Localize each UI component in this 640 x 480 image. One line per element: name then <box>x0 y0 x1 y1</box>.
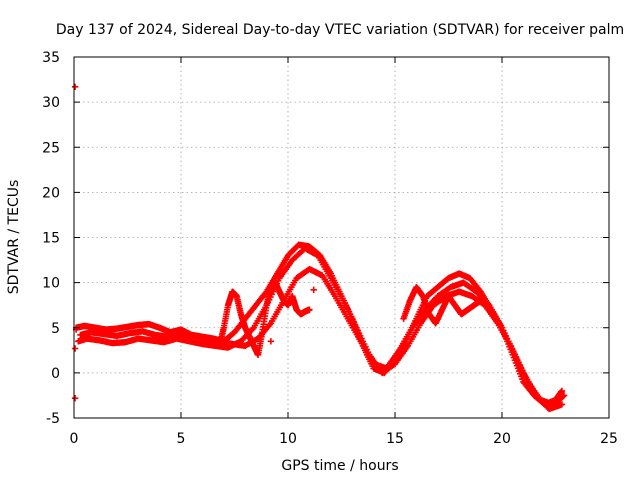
x-tick-label: 20 <box>493 431 511 447</box>
y-tick-label: 10 <box>42 276 60 292</box>
series-track-a <box>72 241 566 408</box>
data-point <box>558 387 566 395</box>
y-tick-label: 30 <box>42 95 60 111</box>
data-point <box>267 338 275 345</box>
x-axis-ticks: 0 5 10 15 20 25 <box>70 57 618 447</box>
data-point <box>560 392 568 399</box>
data-point <box>71 83 79 90</box>
data-point <box>306 306 313 313</box>
series-outliers <box>71 83 317 402</box>
y-tick-label: 5 <box>51 321 60 337</box>
x-axis-label: GPS time / hours <box>281 458 398 474</box>
series-track-c <box>77 265 568 408</box>
y-tick-label: 0 <box>51 366 60 382</box>
x-tick-label: 0 <box>70 431 79 447</box>
y-axis-ticks: -5 0 5 10 15 20 25 30 35 <box>42 50 609 427</box>
x-tick-label: 15 <box>386 431 404 447</box>
x-tick-label: 10 <box>279 431 297 447</box>
chart-title: Day 137 of 2024, Sidereal Day-to-day VTE… <box>56 22 624 38</box>
y-tick-label: 15 <box>42 231 60 247</box>
y-tick-label: 20 <box>42 185 60 201</box>
y-axis-label: SDTVAR / TECUs <box>6 180 22 295</box>
series-track-d <box>216 279 313 359</box>
grid-lines <box>74 57 609 418</box>
data-point <box>71 345 79 352</box>
data-point <box>477 297 484 304</box>
y-tick-label: 35 <box>42 50 60 66</box>
x-tick-label: 25 <box>600 431 618 447</box>
data-point <box>559 393 567 400</box>
series-track-b <box>75 245 566 413</box>
x-tick-label: 5 <box>177 431 186 447</box>
series-track-e <box>400 283 484 327</box>
y-tick-label: 25 <box>42 140 60 156</box>
data-point <box>558 401 566 408</box>
data-point <box>71 394 79 402</box>
y-tick-label: -5 <box>46 411 60 427</box>
data-point <box>310 286 317 294</box>
data-points <box>71 83 568 413</box>
